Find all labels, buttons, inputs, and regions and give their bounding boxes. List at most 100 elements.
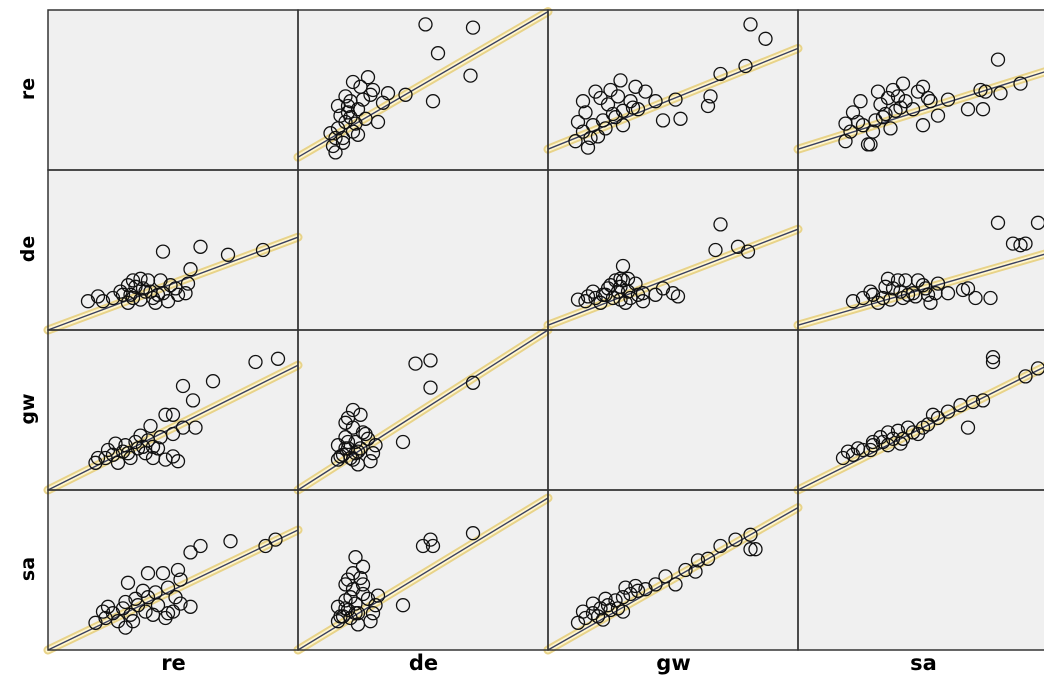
data-point (270, 351, 286, 366)
data-point (423, 532, 438, 547)
data-point (613, 73, 628, 88)
data-point (635, 294, 651, 309)
data-point (628, 79, 643, 94)
data-point (865, 287, 881, 302)
data-point (90, 289, 106, 304)
data-point (125, 290, 141, 306)
data-point (585, 284, 601, 299)
data-point (353, 441, 368, 456)
data-point (655, 113, 671, 128)
data-point (623, 94, 638, 109)
data-point (595, 287, 611, 302)
data-point (965, 394, 981, 410)
data-point (120, 446, 136, 461)
data-point (598, 121, 613, 136)
data-point (338, 441, 353, 456)
data-point (713, 217, 728, 232)
data-point (395, 598, 411, 613)
data-point (1030, 215, 1044, 230)
data-point (105, 447, 121, 462)
data-point (940, 92, 956, 107)
panel-sa-vs-re (48, 490, 298, 650)
data-point (608, 110, 623, 125)
data-point (365, 606, 381, 621)
data-point (873, 430, 888, 445)
plot-gw-vs-de (330, 353, 481, 472)
data-point (333, 108, 348, 123)
data-point (173, 596, 188, 611)
data-point (370, 588, 386, 603)
data-point (340, 105, 356, 120)
data-point (325, 138, 341, 154)
data-point (358, 426, 373, 442)
data-point (333, 609, 348, 624)
data-point (138, 604, 153, 619)
data-point (878, 279, 893, 294)
data-point (910, 84, 926, 99)
fit-line-re-vs-sa (793, 67, 1044, 154)
data-point (120, 278, 136, 293)
data-point (960, 420, 976, 435)
data-point (465, 375, 481, 390)
data-point (875, 290, 891, 306)
data-point (350, 617, 366, 632)
data-point (338, 89, 353, 104)
data-point (628, 578, 643, 594)
data-point (143, 418, 158, 434)
y-axis-label-gw: gw (17, 393, 39, 424)
data-point (915, 118, 931, 133)
data-point (350, 127, 366, 142)
data-point (985, 354, 1001, 370)
data-point (118, 438, 133, 453)
data-point (578, 105, 593, 120)
data-point (340, 572, 356, 587)
data-point (365, 82, 381, 98)
data-point (133, 271, 148, 286)
data-point (350, 457, 366, 472)
data-point (220, 247, 236, 262)
panel-de-vs-sa (798, 170, 1044, 330)
data-point (668, 92, 683, 107)
data-point (648, 94, 663, 109)
panel-re-vs-re (48, 10, 298, 170)
data-point (120, 295, 136, 310)
data-point (880, 90, 896, 106)
data-point (668, 577, 683, 592)
data-point (628, 276, 643, 291)
data-point (133, 428, 148, 443)
fit-line-core (47, 529, 299, 651)
data-point (355, 577, 371, 592)
data-point (180, 276, 196, 291)
data-point (258, 538, 273, 554)
data-point (183, 545, 198, 560)
data-point (205, 374, 221, 389)
data-point (160, 580, 176, 595)
data-point (870, 84, 886, 99)
data-point (678, 562, 693, 578)
data-point (868, 113, 883, 128)
data-point (108, 436, 123, 451)
data-point (123, 607, 138, 622)
data-point (930, 276, 946, 291)
data-point (910, 426, 926, 442)
data-point (853, 94, 868, 109)
plot-re-vs-de (323, 17, 481, 160)
data-point (863, 284, 878, 299)
data-point (978, 84, 993, 99)
data-point (110, 455, 126, 470)
data-point (985, 350, 1001, 365)
data-point (893, 436, 908, 451)
data-point (360, 70, 376, 85)
data-point (845, 105, 861, 120)
data-point (158, 407, 173, 422)
x-axis-label-gw: gw (656, 651, 690, 675)
data-point (148, 585, 163, 600)
data-point (758, 31, 773, 46)
data-point (920, 90, 936, 106)
data-point (328, 145, 343, 160)
data-point (863, 442, 878, 458)
data-point (100, 599, 116, 614)
data-point (145, 439, 161, 454)
data-point (893, 100, 908, 115)
